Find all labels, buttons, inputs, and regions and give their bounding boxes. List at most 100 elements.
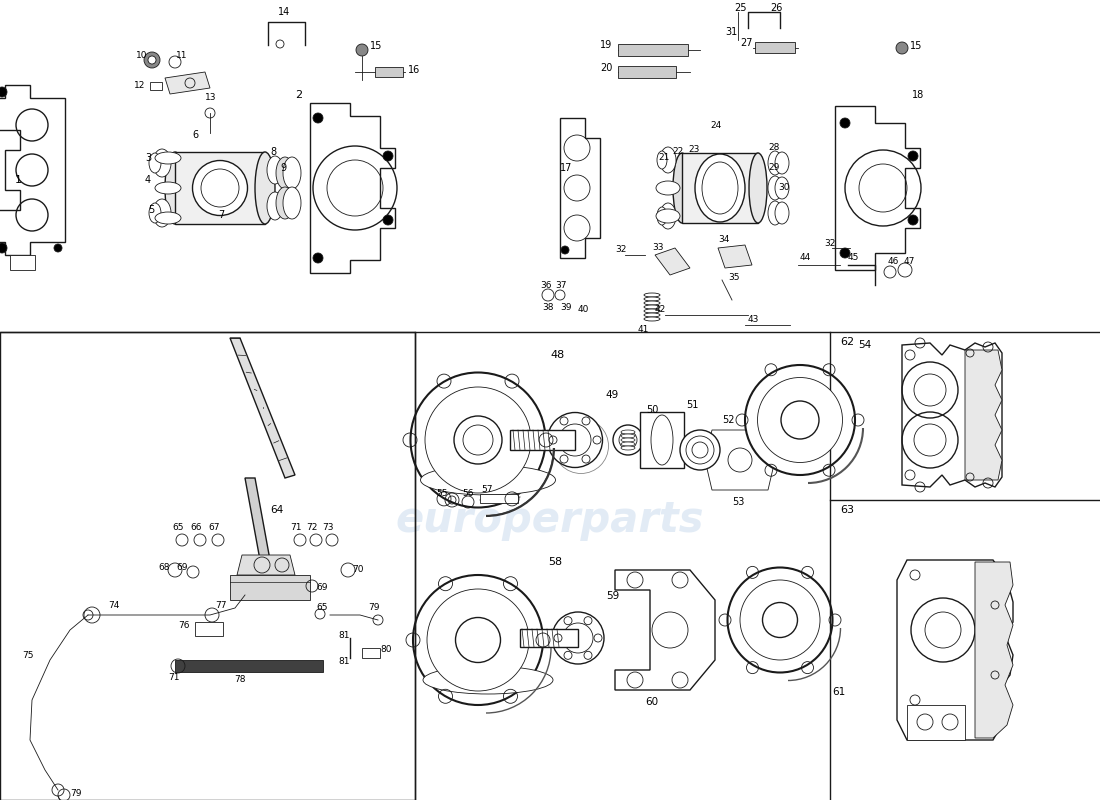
Ellipse shape	[762, 602, 798, 638]
Text: 70: 70	[352, 566, 363, 574]
Ellipse shape	[563, 623, 593, 653]
Circle shape	[54, 244, 62, 252]
Ellipse shape	[768, 176, 782, 200]
Ellipse shape	[686, 436, 714, 464]
Text: 4: 4	[145, 175, 151, 185]
Text: 31: 31	[725, 27, 737, 37]
Polygon shape	[835, 106, 920, 270]
Text: 55: 55	[436, 489, 448, 498]
Circle shape	[383, 151, 393, 161]
Text: 19: 19	[600, 40, 613, 50]
Text: 47: 47	[904, 258, 915, 266]
Text: 32: 32	[615, 246, 626, 254]
Polygon shape	[615, 570, 715, 690]
Polygon shape	[230, 338, 295, 478]
Ellipse shape	[680, 430, 720, 470]
Text: 23: 23	[688, 146, 700, 154]
Polygon shape	[560, 118, 600, 258]
Ellipse shape	[276, 157, 294, 189]
Ellipse shape	[660, 147, 676, 173]
Ellipse shape	[283, 187, 301, 219]
Circle shape	[908, 215, 918, 225]
Polygon shape	[902, 343, 1002, 487]
Text: 22: 22	[672, 147, 683, 157]
Text: 21: 21	[658, 154, 670, 162]
Text: 26: 26	[770, 3, 782, 13]
Polygon shape	[975, 562, 1013, 738]
Ellipse shape	[657, 151, 667, 169]
Text: 33: 33	[652, 243, 663, 253]
Circle shape	[314, 113, 323, 123]
Bar	[175, 660, 323, 672]
Polygon shape	[10, 255, 35, 270]
Bar	[510, 430, 575, 450]
Ellipse shape	[768, 151, 782, 175]
Ellipse shape	[621, 446, 635, 450]
Ellipse shape	[455, 618, 500, 662]
Text: 14: 14	[278, 7, 290, 17]
Ellipse shape	[427, 589, 529, 691]
Polygon shape	[654, 248, 690, 275]
Bar	[0, 332, 415, 800]
Text: 71: 71	[168, 674, 179, 682]
Text: 39: 39	[560, 303, 572, 313]
Text: 80: 80	[379, 646, 392, 654]
Circle shape	[383, 215, 393, 225]
Circle shape	[561, 246, 569, 254]
Ellipse shape	[155, 212, 182, 224]
Text: 43: 43	[748, 315, 759, 325]
Text: 79: 79	[70, 789, 81, 798]
Text: 1: 1	[15, 175, 22, 185]
Polygon shape	[908, 705, 965, 740]
Text: 28: 28	[768, 143, 780, 153]
Text: 49: 49	[605, 390, 618, 400]
Text: 73: 73	[322, 523, 333, 533]
Ellipse shape	[148, 203, 161, 223]
Text: 81: 81	[338, 658, 350, 666]
Text: 61: 61	[832, 687, 845, 697]
Ellipse shape	[727, 567, 833, 673]
Text: 64: 64	[270, 505, 284, 515]
Ellipse shape	[548, 413, 603, 467]
Text: 38: 38	[542, 303, 553, 313]
Text: 58: 58	[548, 557, 562, 567]
Polygon shape	[165, 72, 210, 94]
Text: 67: 67	[208, 523, 220, 533]
Text: 78: 78	[234, 675, 245, 685]
Bar	[640, 412, 684, 468]
Ellipse shape	[552, 612, 604, 664]
Ellipse shape	[749, 153, 767, 223]
Text: 54: 54	[858, 340, 871, 350]
Text: 42: 42	[654, 306, 667, 314]
Text: 79: 79	[368, 602, 379, 611]
Text: 44: 44	[800, 254, 812, 262]
Text: 24: 24	[710, 121, 722, 130]
Ellipse shape	[657, 207, 667, 225]
Text: 17: 17	[560, 163, 572, 173]
Circle shape	[144, 52, 159, 68]
Text: 36: 36	[540, 281, 551, 290]
Ellipse shape	[776, 152, 789, 174]
Text: 68: 68	[158, 563, 169, 573]
Ellipse shape	[758, 378, 843, 462]
Text: 53: 53	[732, 497, 745, 507]
Circle shape	[148, 56, 156, 64]
Ellipse shape	[420, 465, 556, 495]
Ellipse shape	[155, 182, 182, 194]
Ellipse shape	[153, 199, 170, 227]
Text: 6: 6	[192, 130, 198, 140]
Text: 65: 65	[316, 602, 328, 611]
Text: 63: 63	[840, 505, 854, 515]
Ellipse shape	[621, 442, 635, 446]
Ellipse shape	[454, 416, 502, 464]
Ellipse shape	[283, 157, 301, 189]
Ellipse shape	[276, 187, 294, 219]
Text: 48: 48	[550, 350, 564, 360]
Text: 45: 45	[848, 254, 859, 262]
Text: 13: 13	[205, 93, 217, 102]
Bar	[520, 629, 578, 647]
Text: 40: 40	[578, 306, 590, 314]
Text: 59: 59	[606, 591, 619, 601]
Polygon shape	[718, 245, 752, 268]
Text: 81: 81	[338, 631, 350, 641]
